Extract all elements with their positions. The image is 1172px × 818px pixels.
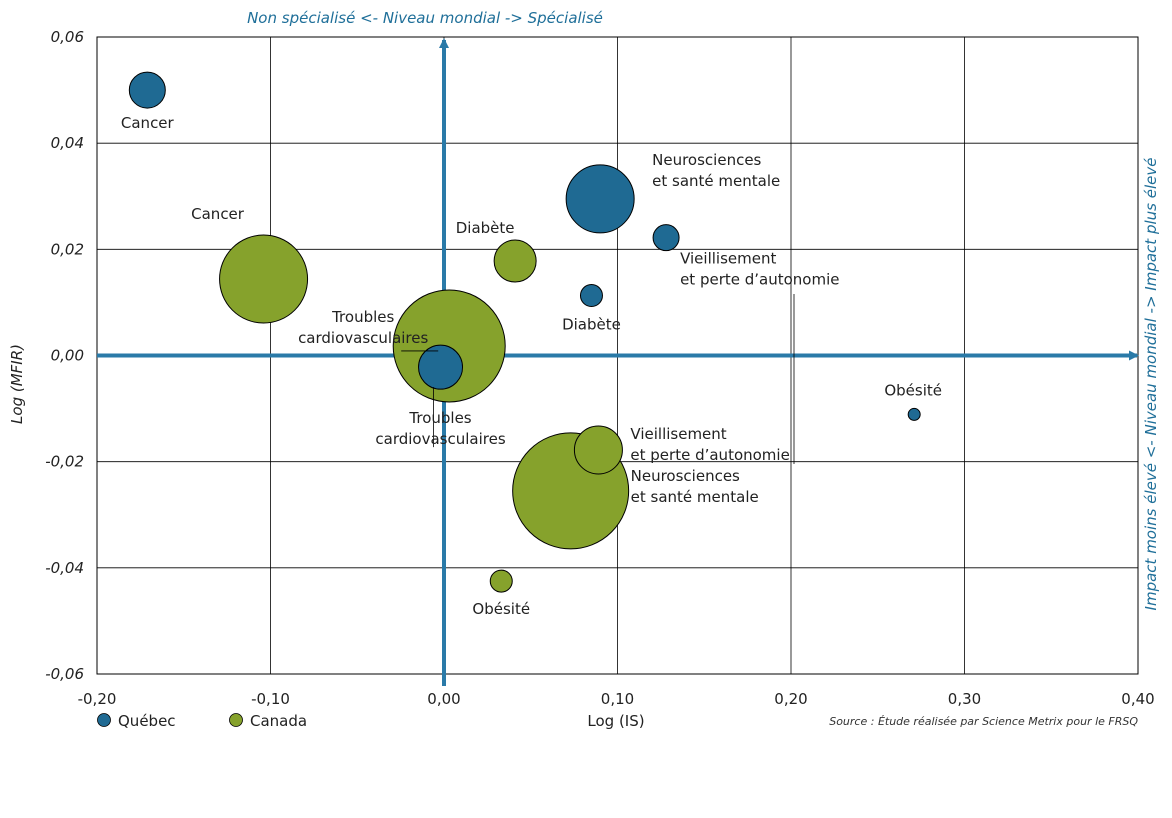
bubble-label: Diabète [562, 316, 621, 334]
legend-label-canada: Canada [250, 712, 307, 730]
bubble-label: Vieillisement et perte d’autonomie [680, 250, 839, 289]
x-tick-label: 0,00 [427, 690, 460, 708]
bubble-quebec [128, 71, 166, 109]
y-tick-label: 0,00 [51, 347, 84, 365]
y-tick-label: -0,02 [45, 453, 84, 471]
bubble-label: Troubles cardiovasculaires [298, 308, 428, 347]
y-tick-label: 0,06 [51, 28, 84, 46]
bubble-label: Neurosciences et santé mentale [631, 467, 759, 506]
y-tick-label: 0,02 [51, 240, 84, 258]
bubble-quebec [579, 284, 603, 308]
quadrant-axes [97, 38, 1139, 686]
bubble-label: Troubles cardiovasculaires [375, 409, 505, 448]
bubble-label: Vieillisement et perte d’autonomie [630, 425, 789, 464]
source-note: Source : Étude réalisée par Science Metr… [829, 715, 1138, 728]
bubble-quebec [907, 407, 921, 421]
bubble-canada [493, 239, 537, 283]
bubble-quebec [652, 224, 680, 252]
bubble-label: Neurosciences et santé mentale [652, 151, 780, 190]
x-tick-label: -0,10 [251, 690, 290, 708]
bubble-quebec [418, 344, 464, 390]
bubble-label: Obésité [472, 600, 530, 618]
legend: Québec Canada [97, 712, 307, 730]
bubble-canada [489, 569, 513, 593]
bubble-layer [128, 71, 921, 593]
bubble-canada [219, 234, 309, 324]
right-axis-title: Impact moins élevé <- Niveau mondial -> … [1142, 158, 1160, 611]
x-tick-label: 0,20 [774, 690, 807, 708]
bubble-label: Cancer [121, 114, 175, 132]
top-title: Non spécialisé <- Niveau mondial -> Spéc… [247, 9, 603, 27]
y-tick-label: 0,04 [51, 134, 84, 152]
x-tick-label: -0,20 [78, 690, 117, 708]
legend-marker-quebec [97, 713, 111, 727]
x-axis-title: Log (IS) [587, 712, 644, 730]
legend-marker-canada [229, 713, 243, 727]
bubble-quebec [565, 164, 635, 234]
x-tick-label: 0,40 [1121, 690, 1154, 708]
legend-label-quebec: Québec [118, 712, 176, 730]
bubble-label: Diabète [456, 219, 515, 237]
y-tick-label: -0,06 [45, 665, 84, 683]
y-axis-title: Log (MFIR) [8, 344, 26, 424]
tick-labels: -0,20 -0,10 0,00 0,10 0,20 0,30 0,40 0,06 0,04 0,… [45, 28, 1155, 708]
y-tick-label: -0,04 [45, 559, 84, 577]
x-tick-label: 0,30 [948, 690, 981, 708]
bubble-label: Obésité [884, 381, 942, 399]
x-tick-label: 0,10 [601, 690, 634, 708]
bubble-label: Cancer [191, 205, 245, 223]
bubble-canada [573, 425, 623, 475]
